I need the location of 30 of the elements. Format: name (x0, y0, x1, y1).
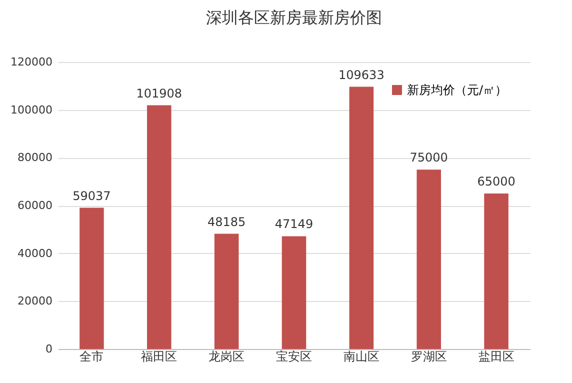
legend-label: 新房均价（元/㎡） (407, 83, 508, 97)
bar (282, 236, 306, 349)
chart-title: 深圳各区新房最新房价图 (206, 8, 382, 27)
x-tick-label: 南山区 (343, 350, 380, 364)
x-tick-label: 宝安区 (276, 350, 312, 364)
data-label: 75000 (410, 150, 448, 165)
bar (349, 86, 374, 349)
x-tick-label: 罗湖区 (410, 350, 447, 364)
data-label: 47149 (274, 217, 314, 232)
bar (147, 105, 172, 349)
data-label: 48185 (207, 214, 246, 229)
x-tick-label: 全市 (80, 350, 104, 364)
y-tick-label: 80000 (18, 151, 52, 164)
y-tick-label: 20000 (18, 294, 52, 308)
y-tick-label: 120000 (10, 56, 52, 68)
x-tick-label: 福田区 (141, 350, 178, 364)
x-tick-label: 盐田区 (478, 350, 514, 364)
bar (80, 208, 104, 349)
y-tick-label: 100000 (10, 103, 52, 116)
data-label: 59037 (72, 188, 111, 203)
y-tick-label: 0 (46, 342, 52, 356)
data-label: 65000 (477, 174, 516, 189)
data-label: 101908 (136, 86, 182, 100)
bar (214, 234, 239, 349)
x-tick-label: 龙岗区 (208, 350, 245, 364)
bar (416, 170, 441, 349)
data-label: 109633 (338, 68, 384, 82)
y-tick-label: 60000 (18, 199, 52, 212)
bar (484, 194, 508, 349)
y-tick-label: 40000 (18, 246, 52, 260)
